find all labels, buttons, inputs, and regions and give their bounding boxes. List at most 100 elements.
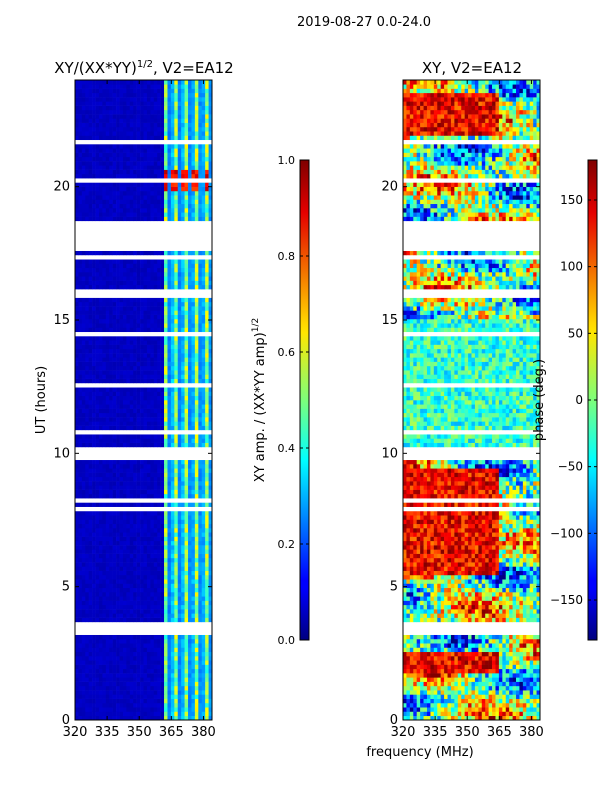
amplitude-heatmap-cell [140,510,144,516]
amplitude-heatmap-cell [201,694,206,699]
amplitude-heatmap-cell [119,515,124,520]
amplitude-heatmap-cell [153,152,158,158]
amplitude-heatmap-cell [109,212,113,217]
amplitude-heatmap-cell [116,485,120,490]
amplitude-heatmap-cell [116,340,120,345]
amplitude-heatmap-cell [75,186,79,192]
amplitude-heatmap-cell [164,668,168,674]
amplitude-heatmap-cell [116,532,120,537]
amplitude-heatmap-cell [136,336,141,341]
amplitude-heatmap-cell [205,284,209,290]
amplitude-heatmap-cell [112,195,117,200]
amplitude-heatmap-cell [85,306,89,311]
amplitude-heatmap-cell [109,643,113,648]
amplitude-heatmap-cell [153,370,158,375]
amplitude-heatmap-cell [160,472,165,478]
amplitude-heatmap-cell [205,698,209,704]
amplitude-heatmap-cell [170,417,175,422]
amplitude-heatmap-cell [81,481,86,486]
amplitude-heatmap-cell [81,643,86,648]
amplitude-heatmap-cell [92,301,96,307]
amplitude-heatmap-cell [88,131,93,136]
amplitude-heatmap-cell [133,566,137,571]
amplitude-heatmap-cell [78,370,83,375]
amplitude-heatmap-cell [112,694,117,699]
amplitude-heatmap-cell [112,173,117,179]
amplitude-heatmap-cell [102,702,107,708]
amplitude-heatmap-cell [194,357,199,362]
amplitude-heatmap-cell [198,190,203,196]
amplitude-heatmap-cell [160,250,165,256]
amplitude-heatmap-cell [109,314,113,320]
amplitude-heatmap-cell [140,323,144,328]
amplitude-heatmap-cell [81,276,86,281]
amplitude-heatmap-cell [75,195,79,200]
amplitude-heatmap-cell [102,574,107,580]
amplitude-heatmap-cell [122,195,127,200]
amplitude-heatmap-cell [153,536,158,542]
amplitude-heatmap-cell [170,485,175,490]
amplitude-heatmap-cell [194,216,199,222]
amplitude-heatmap-cell [78,579,83,584]
amplitude-heatmap-cell [129,481,134,486]
amplitude-heatmap-cell [88,152,93,158]
amplitude-heatmap-cell [88,318,93,324]
amplitude-heatmap-cell [78,643,83,648]
amplitude-heatmap-cell [122,323,127,328]
amplitude-heatmap-cell [109,540,113,546]
amplitude-heatmap-cell [150,528,155,533]
amplitude-heatmap-cell [184,148,189,153]
amplitude-heatmap-cell [92,613,96,618]
amplitude-heatmap-cell [98,540,103,546]
amplitude-heatmap-cell [198,336,203,341]
amplitude-heatmap-cell [198,131,203,136]
amplitude-heatmap-cell [126,600,131,606]
amplitude-heatmap-cell [205,668,209,674]
amplitude-heatmap-cell [170,715,175,721]
amplitude-heatmap-cell [157,297,161,303]
amplitude-heatmap-cell [122,707,127,712]
amplitude-heatmap-cell [109,562,113,567]
amplitude-heatmap-cell [133,357,137,362]
amplitude-heatmap-cell [109,404,113,409]
amplitude-heatmap-cell [85,135,89,141]
amplitude-heatmap-cell [194,643,199,648]
amplitude-heatmap-cell [157,212,161,217]
amplitude-heatmap-cell [88,476,93,482]
amplitude-heatmap-cell [122,468,127,473]
amplitude-heatmap-cell [150,570,155,576]
amplitude-heatmap-cell [164,553,168,559]
amplitude-heatmap-cell [75,702,79,708]
amplitude-heatmap-cell [205,272,209,277]
amplitude-heatmap-cell [198,395,203,401]
amplitude-heatmap-cell [177,212,182,217]
amplitude-heatmap-cell [136,438,141,443]
amplitude-heatmap-cell [188,673,192,678]
amplitude-heatmap-cell [119,391,124,397]
amplitude-heatmap-cell [167,549,172,554]
amplitude-heatmap-cell [75,374,79,379]
amplitude-heatmap-cell [170,519,175,525]
amplitude-heatmap-cell [78,404,83,409]
amplitude-heatmap-cell [143,698,148,704]
amplitude-heatmap-cell [92,493,96,499]
amplitude-heatmap-cell [119,195,124,200]
amplitude-heatmap-cell [75,536,79,542]
amplitude-heatmap-cell [109,523,113,529]
amplitude-heatmap-cell [88,481,93,486]
amplitude-heatmap-cell [98,459,103,465]
amplitude-heatmap-cell [88,395,93,401]
amplitude-heatmap-cell [153,336,158,341]
amplitude-heatmap-cell [198,698,203,704]
amplitude-heatmap-cell [112,702,117,708]
amplitude-heatmap-cell [167,690,172,695]
amplitude-heatmap-cell [122,301,127,307]
amplitude-heatmap-cell [177,263,182,269]
amplitude-heatmap-cell [109,702,113,708]
amplitude-heatmap-cell [184,259,189,264]
amplitude-heatmap-cell [112,88,117,94]
amplitude-heatmap-cell [153,173,158,179]
amplitude-heatmap-cell [119,161,124,166]
amplitude-heatmap-cell [88,348,93,354]
amplitude-heatmap-cell [126,519,131,525]
